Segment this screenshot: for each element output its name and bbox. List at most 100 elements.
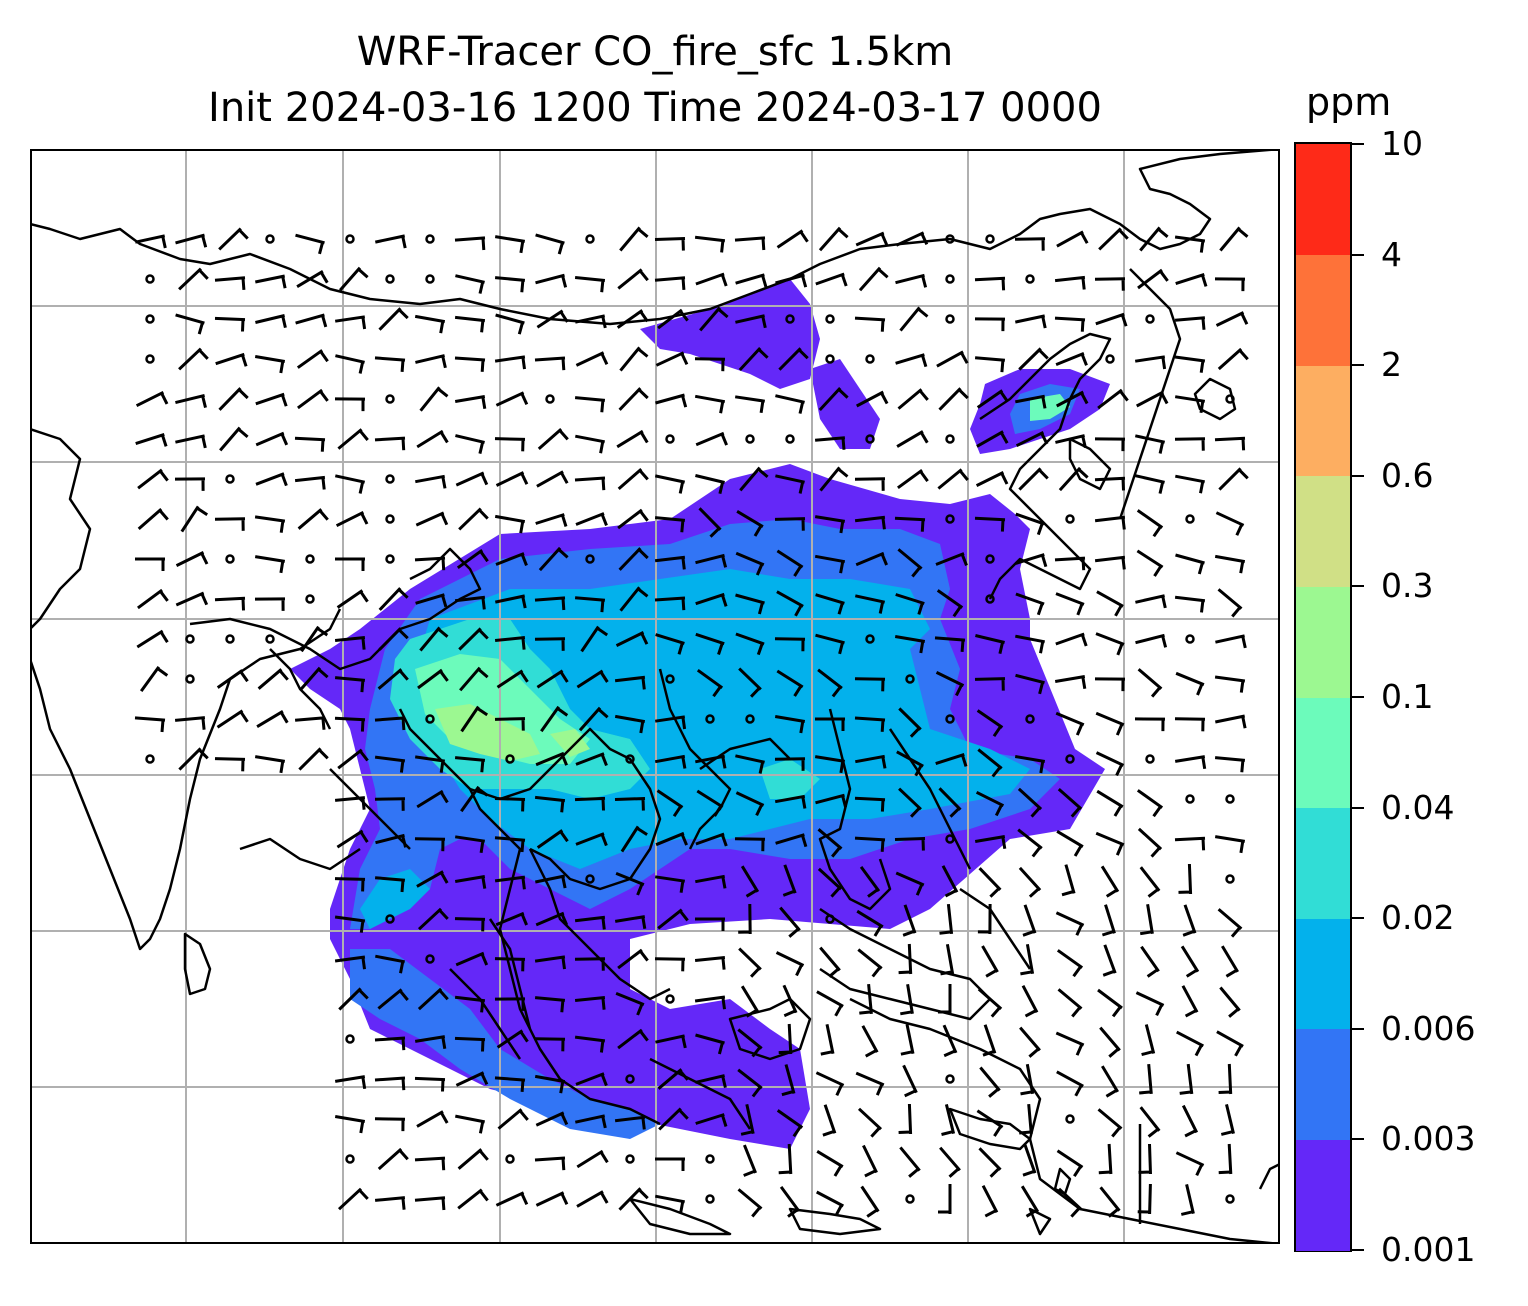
colorbar-tick-label: 0.003 (1381, 1119, 1476, 1159)
coastline-segment (649, 1057, 752, 1130)
wind-barb (1097, 1108, 1123, 1138)
wind-barb (377, 988, 409, 1010)
wind-barb (535, 911, 569, 927)
calm-wind-circle (865, 434, 875, 444)
wind-barb (575, 752, 608, 767)
wind-barb (776, 229, 809, 249)
wind-barb (1137, 1183, 1152, 1215)
wind-barb (1135, 474, 1165, 494)
wind-barb (335, 354, 365, 374)
calm-wind-circle (225, 554, 235, 564)
wind-barb (1182, 904, 1197, 937)
wind-barb (1218, 1143, 1233, 1175)
wind-barb (900, 983, 914, 1016)
wind-barb (1139, 226, 1169, 252)
wind-barb (454, 315, 486, 333)
wind-barb (494, 636, 526, 650)
wind-barb (818, 226, 849, 252)
plume-contour (640, 279, 820, 389)
wind-barb (1056, 1149, 1084, 1178)
wind-barb (976, 389, 1009, 409)
colorbar-tick-mark (1352, 696, 1364, 698)
wind-barb (576, 1190, 609, 1208)
colorbar-tick-mark (1352, 364, 1364, 367)
wind-barb (735, 273, 768, 288)
wind-barb (817, 828, 843, 858)
wind-barb (574, 314, 607, 329)
wind-barb (494, 797, 526, 812)
wind-barb (740, 1103, 755, 1136)
wind-barb (538, 546, 569, 572)
wind-barb (137, 507, 169, 531)
calm-wind-circle (985, 594, 995, 604)
plume-contour (810, 359, 880, 449)
wind-barb (818, 386, 849, 412)
wind-barb (135, 557, 165, 571)
calm-wind-circle (985, 234, 995, 244)
wind-barb (977, 903, 992, 935)
wind-barb (535, 874, 567, 889)
wind-barb (654, 276, 686, 291)
calm-wind-circle (1145, 314, 1155, 324)
calm-wind-circle (425, 954, 435, 964)
wind-barb (815, 593, 845, 615)
wind-barb (1136, 789, 1164, 818)
calm-wind-circle (385, 914, 395, 924)
wind-barb (937, 468, 969, 490)
wind-barb (819, 946, 841, 978)
wind-barb (454, 835, 486, 854)
wind-barb (654, 754, 687, 769)
calm-wind-circle (705, 1194, 715, 1204)
wind-barb (1139, 866, 1161, 898)
calm-wind-circle (345, 234, 355, 244)
wind-barb (1214, 835, 1246, 854)
wind-barb (1094, 277, 1126, 291)
wind-barb (942, 1024, 958, 1058)
wind-barb (1022, 1144, 1037, 1177)
wind-barb (1174, 717, 1206, 732)
wind-barb (894, 837, 926, 851)
wind-barb (657, 908, 689, 930)
wind-barb (175, 591, 209, 607)
wind-barb (976, 430, 1009, 448)
colorbar-segment (1296, 254, 1350, 366)
wind-barb (255, 431, 289, 447)
wind-barb (457, 1148, 489, 1170)
wind-barb (782, 984, 798, 1018)
wind-barb (1136, 390, 1169, 408)
wind-barb (378, 627, 409, 651)
wind-barb (1180, 1184, 1195, 1216)
calm-wind-circle (1145, 754, 1155, 764)
calm-wind-circle (825, 314, 835, 324)
wind-barb (895, 273, 928, 288)
wind-barb (1219, 986, 1241, 1018)
wind-barb (575, 512, 608, 526)
wind-barb (977, 748, 1003, 778)
wind-barb (1139, 903, 1154, 936)
wind-barb (455, 951, 489, 967)
wind-barb (699, 306, 729, 332)
wind-barb (615, 992, 645, 1016)
colorbar-segment (1296, 1028, 1350, 1140)
wind-barb (414, 755, 446, 773)
wind-barb (695, 754, 727, 769)
wind-barb (334, 796, 366, 810)
wind-barb (1174, 437, 1206, 451)
calm-wind-circle (185, 674, 195, 684)
colorbar-tick-label: 0.6 (1381, 455, 1434, 495)
wind-barb (1138, 1143, 1152, 1175)
wind-barb (781, 1064, 796, 1097)
wind-barb (294, 475, 326, 490)
wind-barb (1056, 830, 1084, 857)
calm-wind-circle (1065, 514, 1075, 524)
coastlines (30, 149, 1280, 1244)
calm-wind-circle (225, 474, 235, 484)
wind-barb (1174, 355, 1206, 373)
wind-barb (294, 716, 326, 730)
wind-barb (415, 593, 448, 608)
wind-barb (459, 666, 489, 692)
wind-barb (495, 471, 529, 487)
wind-barb (654, 596, 686, 611)
wind-barb (939, 903, 954, 935)
wind-barb (1056, 949, 1084, 978)
